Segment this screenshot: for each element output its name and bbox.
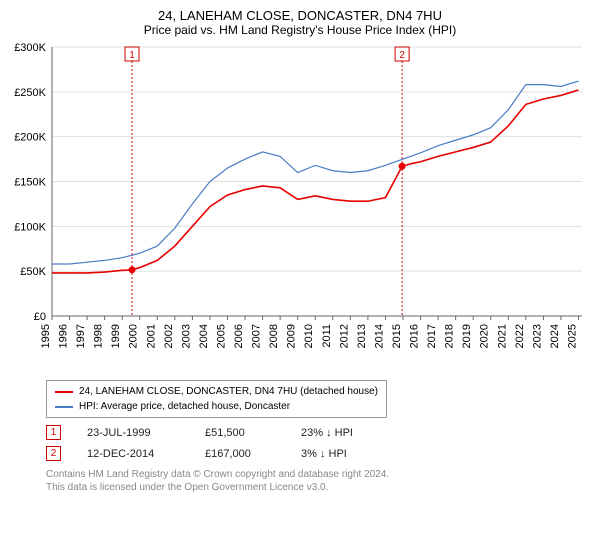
svg-text:2015: 2015	[391, 324, 403, 348]
svg-text:2002: 2002	[163, 324, 175, 348]
sales-table: 1 23-JUL-1999 £51,500 23% ↓ HPI 2 12-DEC-2014…	[46, 422, 590, 464]
svg-text:2017: 2017	[426, 324, 438, 348]
svg-text:2013: 2013	[356, 324, 368, 348]
sale-price: £167,000	[205, 448, 275, 460]
sale-row: 2 12-DEC-2014 £167,000 3% ↓ HPI	[46, 443, 590, 464]
svg-text:2008: 2008	[268, 324, 280, 348]
svg-text:£300K: £300K	[14, 42, 46, 54]
sale-price: £51,500	[205, 427, 275, 439]
legend-row: 24, LANEHAM CLOSE, DONCASTER, DN4 7HU (d…	[55, 384, 378, 399]
sale-marker-box: 2	[46, 446, 61, 461]
svg-text:2011: 2011	[321, 324, 333, 348]
svg-text:2024: 2024	[549, 324, 561, 348]
price-chart-svg: £0 £50K £100K £150K £200K £250K £300K 1995 1996 1…	[10, 41, 590, 371]
svg-text:£150K: £150K	[14, 177, 46, 189]
svg-text:1997: 1997	[75, 324, 87, 348]
footnote-line: Contains HM Land Registry data © Crown c…	[46, 468, 590, 481]
legend-label: HPI: Average price, detached house, Donc…	[79, 399, 290, 414]
sale-date: 12-DEC-2014	[87, 448, 179, 460]
svg-text:1998: 1998	[93, 324, 105, 348]
svg-text:1999: 1999	[110, 324, 122, 348]
legend-swatch	[55, 406, 73, 408]
svg-text:2005: 2005	[215, 324, 227, 348]
legend-box: 24, LANEHAM CLOSE, DONCASTER, DN4 7HU (d…	[46, 380, 387, 418]
svg-text:£0: £0	[34, 311, 46, 323]
sale-marker-box: 1	[46, 425, 61, 440]
svg-text:£50K: £50K	[20, 266, 46, 278]
footnote: Contains HM Land Registry data © Crown c…	[46, 468, 590, 494]
sale-hpi-delta: 3% ↓ HPI	[301, 448, 347, 460]
svg-text:2012: 2012	[338, 324, 350, 348]
sale-row: 1 23-JUL-1999 £51,500 23% ↓ HPI	[46, 422, 590, 443]
svg-text:2016: 2016	[409, 324, 421, 348]
svg-text:2004: 2004	[198, 324, 210, 348]
legend-swatch	[55, 391, 73, 393]
sale-hpi-delta: 23% ↓ HPI	[301, 427, 353, 439]
svg-text:2001: 2001	[145, 324, 157, 348]
svg-text:2009: 2009	[286, 324, 298, 348]
svg-text:2010: 2010	[303, 324, 315, 348]
svg-text:2022: 2022	[514, 324, 526, 348]
sale-date: 23-JUL-1999	[87, 427, 179, 439]
chart-subtitle: Price paid vs. HM Land Registry's House …	[10, 23, 590, 37]
svg-text:£100K: £100K	[14, 221, 46, 233]
svg-text:2019: 2019	[461, 324, 473, 348]
svg-text:2006: 2006	[233, 324, 245, 348]
svg-text:2025: 2025	[566, 324, 578, 348]
svg-text:2007: 2007	[251, 324, 263, 348]
svg-text:1996: 1996	[58, 324, 70, 348]
svg-text:£200K: £200K	[14, 132, 46, 144]
chart-area: £0 £50K £100K £150K £200K £250K £300K 1995 1996 1…	[10, 41, 590, 376]
legend-label: 24, LANEHAM CLOSE, DONCASTER, DN4 7HU (d…	[79, 384, 378, 399]
chart-title: 24, LANEHAM CLOSE, DONCASTER, DN4 7HU	[10, 8, 590, 23]
svg-text:2023: 2023	[531, 324, 543, 348]
svg-text:2000: 2000	[128, 324, 140, 348]
svg-text:2021: 2021	[496, 324, 508, 348]
svg-text:2014: 2014	[373, 324, 385, 348]
legend-row: HPI: Average price, detached house, Donc…	[55, 399, 378, 414]
footnote-line: This data is licensed under the Open Gov…	[46, 481, 590, 494]
svg-text:2003: 2003	[180, 324, 192, 348]
svg-text:£250K: £250K	[14, 87, 46, 99]
svg-text:2020: 2020	[479, 324, 491, 348]
svg-text:1: 1	[129, 50, 135, 61]
svg-text:2: 2	[399, 50, 405, 61]
svg-text:2018: 2018	[444, 324, 456, 348]
svg-text:1995: 1995	[40, 324, 52, 348]
